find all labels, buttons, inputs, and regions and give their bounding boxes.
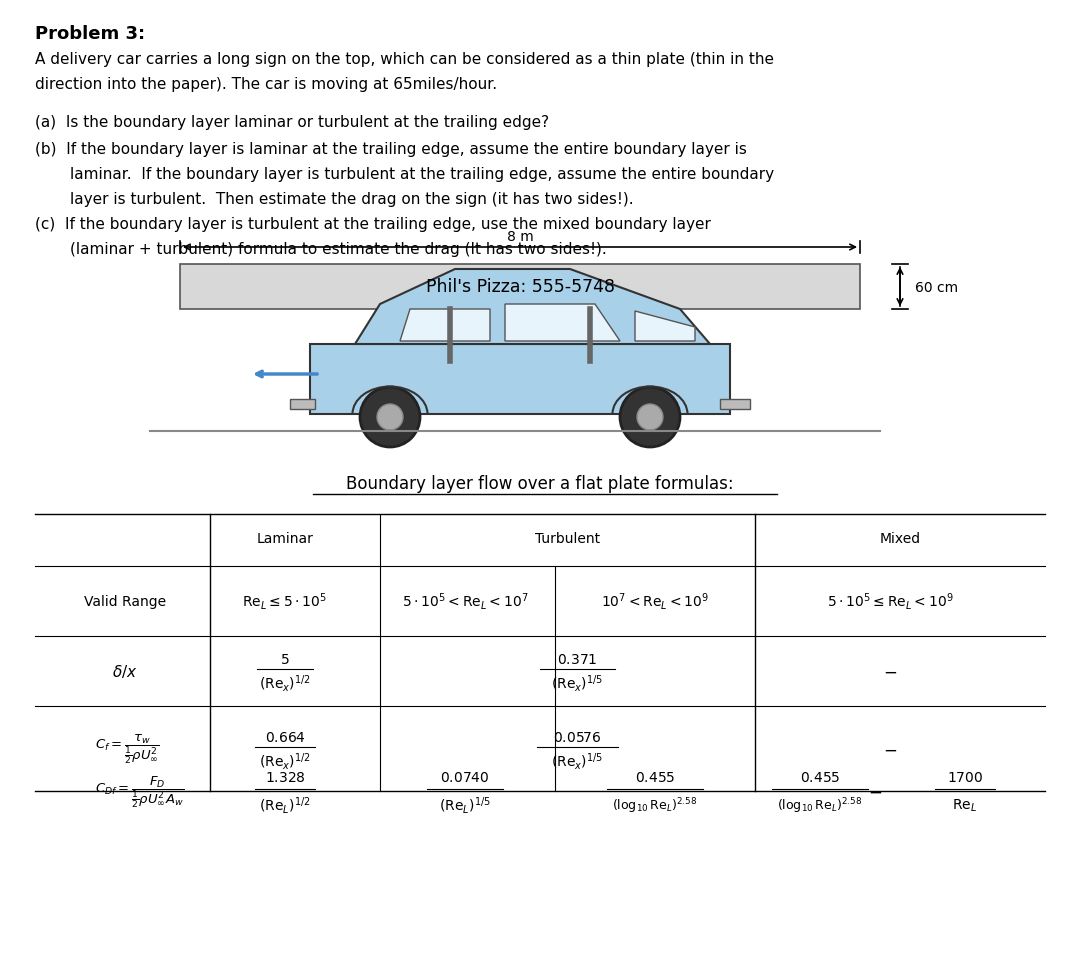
Text: A delivery car carries a long sign on the top, which can be considered as a thin: A delivery car carries a long sign on th… bbox=[35, 52, 774, 67]
Bar bbox=[180, 265, 860, 310]
Text: (laminar + turbulent) formula to estimate the drag (It has two sides!).: (laminar + turbulent) formula to estimat… bbox=[70, 241, 607, 257]
Text: $\mathrm{Re}_L \leq 5 \cdot 10^5$: $\mathrm{Re}_L \leq 5 \cdot 10^5$ bbox=[243, 591, 327, 611]
Bar bbox=[310, 345, 730, 415]
Text: Boundary layer flow over a flat plate formulas:: Boundary layer flow over a flat plate fo… bbox=[347, 475, 733, 492]
Circle shape bbox=[377, 405, 403, 430]
Text: $0.664$: $0.664$ bbox=[265, 730, 306, 744]
Text: $0.0740$: $0.0740$ bbox=[441, 770, 489, 784]
Text: $10^7 < \mathrm{Re}_L < 10^9$: $10^7 < \mathrm{Re}_L < 10^9$ bbox=[602, 591, 708, 611]
Text: (a)  Is the boundary layer laminar or turbulent at the trailing edge?: (a) Is the boundary layer laminar or tur… bbox=[35, 115, 549, 130]
Text: (c)  If the boundary layer is turbulent at the trailing edge, use the mixed boun: (c) If the boundary layer is turbulent a… bbox=[35, 217, 711, 232]
Text: $1.328$: $1.328$ bbox=[265, 770, 306, 784]
Text: $0.371$: $0.371$ bbox=[557, 652, 597, 667]
Text: $(\mathrm{Re}_x)^{1/2}$: $(\mathrm{Re}_x)^{1/2}$ bbox=[259, 750, 311, 771]
Text: Problem 3:: Problem 3: bbox=[35, 25, 145, 43]
Text: laminar.  If the boundary layer is turbulent at the trailing edge, assume the en: laminar. If the boundary layer is turbul… bbox=[70, 167, 774, 182]
Text: (b)  If the boundary layer is laminar at the trailing edge, assume the entire bo: (b) If the boundary layer is laminar at … bbox=[35, 141, 747, 157]
Text: $\delta/x$: $\delta/x$ bbox=[112, 663, 138, 680]
Polygon shape bbox=[635, 312, 696, 342]
Text: $1700$: $1700$ bbox=[947, 770, 983, 784]
Text: $(\mathrm{Re}_x)^{1/5}$: $(\mathrm{Re}_x)^{1/5}$ bbox=[552, 672, 604, 694]
Polygon shape bbox=[400, 310, 490, 342]
Circle shape bbox=[620, 388, 680, 448]
Circle shape bbox=[637, 405, 663, 430]
Text: $(\mathrm{Re}_L)^{1/2}$: $(\mathrm{Re}_L)^{1/2}$ bbox=[259, 795, 311, 816]
Text: direction into the paper). The car is moving at 65miles/hour.: direction into the paper). The car is mo… bbox=[35, 77, 497, 92]
Text: $C_{Df} = \dfrac{F_D}{\frac{1}{2}\rho U^2_\infty A_w}$: $C_{Df} = \dfrac{F_D}{\frac{1}{2}\rho U^… bbox=[95, 773, 184, 809]
Text: $5 \cdot 10^5 < \mathrm{Re}_L < 10^7$: $5 \cdot 10^5 < \mathrm{Re}_L < 10^7$ bbox=[402, 591, 528, 611]
Text: $C_f = \dfrac{\tau_w}{\frac{1}{2}\rho U^2_\infty}$: $C_f = \dfrac{\tau_w}{\frac{1}{2}\rho U^… bbox=[95, 732, 160, 766]
Text: Mixed: Mixed bbox=[879, 531, 920, 546]
Text: $0.455$: $0.455$ bbox=[800, 770, 840, 784]
Text: $(\log_{10} \mathrm{Re}_L)^{2.58}$: $(\log_{10} \mathrm{Re}_L)^{2.58}$ bbox=[612, 796, 698, 815]
Text: Laminar: Laminar bbox=[257, 531, 313, 546]
Text: layer is turbulent.  Then estimate the drag on the sign (it has two sides!).: layer is turbulent. Then estimate the dr… bbox=[70, 192, 634, 206]
Circle shape bbox=[360, 388, 420, 448]
Polygon shape bbox=[291, 399, 315, 410]
Text: 60 cm: 60 cm bbox=[915, 280, 958, 295]
Text: $(\mathrm{Re}_x)^{1/2}$: $(\mathrm{Re}_x)^{1/2}$ bbox=[259, 672, 311, 694]
Polygon shape bbox=[505, 304, 620, 342]
Text: $(\log_{10} \mathrm{Re}_L)^{2.58}$: $(\log_{10} \mathrm{Re}_L)^{2.58}$ bbox=[778, 796, 863, 815]
Text: Valid Range: Valid Range bbox=[84, 594, 166, 609]
Text: $(\mathrm{Re}_x)^{1/5}$: $(\mathrm{Re}_x)^{1/5}$ bbox=[552, 750, 604, 771]
Text: 8 m: 8 m bbox=[507, 230, 534, 244]
Text: $5$: $5$ bbox=[280, 652, 289, 667]
Text: $0.0576$: $0.0576$ bbox=[553, 730, 602, 744]
Text: $-$: $-$ bbox=[883, 663, 897, 680]
Polygon shape bbox=[720, 399, 750, 410]
Text: $(\mathrm{Re}_L)^{1/5}$: $(\mathrm{Re}_L)^{1/5}$ bbox=[438, 795, 491, 816]
Text: Turbulent: Turbulent bbox=[535, 531, 600, 546]
Text: $\mathrm{Re}_L$: $\mathrm{Re}_L$ bbox=[953, 797, 977, 813]
Text: $0.455$: $0.455$ bbox=[635, 770, 675, 784]
Text: $5 \cdot 10^5 \leq \mathrm{Re}_L < 10^9$: $5 \cdot 10^5 \leq \mathrm{Re}_L < 10^9$ bbox=[827, 591, 954, 611]
Text: $-$: $-$ bbox=[868, 782, 882, 800]
Text: Phil's Pizza: 555-5748: Phil's Pizza: 555-5748 bbox=[426, 278, 615, 297]
Text: $-$: $-$ bbox=[883, 739, 897, 758]
Polygon shape bbox=[355, 269, 710, 345]
